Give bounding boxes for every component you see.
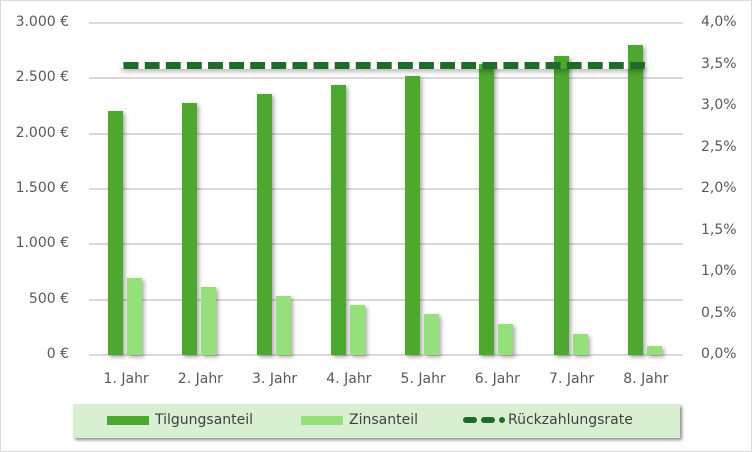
y2-axis-tick-label: 3,5% bbox=[701, 55, 737, 72]
legend-item-zinsanteil: Zinsanteil bbox=[301, 412, 418, 428]
gridline bbox=[89, 298, 683, 301]
legend-swatch-zins bbox=[301, 415, 343, 425]
y2-axis-tick-label: 0,5% bbox=[701, 304, 737, 321]
legend-label: Tilgungsanteil bbox=[155, 412, 254, 428]
legend-swatch-tilgung bbox=[107, 415, 149, 425]
y-axis-tick-label: 2.500 € bbox=[15, 69, 69, 86]
y2-axis-tick-label: 1,0% bbox=[701, 263, 737, 279]
bar-zinsanteil bbox=[424, 314, 440, 355]
bar-zinsanteil bbox=[572, 333, 588, 355]
x-axis-tick-label: 5. Jahr bbox=[400, 371, 446, 387]
bar-zinsanteil bbox=[646, 346, 662, 355]
bar-tilgungsanteil bbox=[405, 75, 421, 355]
gridline bbox=[89, 243, 683, 246]
x-axis-tick-label: 3. Jahr bbox=[252, 371, 298, 387]
y2-axis-tick-label: 2,5% bbox=[701, 138, 737, 155]
bar-zinsanteil bbox=[201, 287, 217, 355]
x-axis-tick-label: 8. Jahr bbox=[623, 371, 669, 387]
x-axis-tick-label: 1. Jahr bbox=[103, 371, 149, 387]
y2-axis-tick-label: 2,0% bbox=[701, 180, 737, 196]
y2-axis-tick-label: 0,0% bbox=[701, 346, 737, 362]
y-axis-tick-label: 1.500 € bbox=[15, 180, 69, 196]
legend-label: Rückzahlungsrate bbox=[508, 412, 633, 428]
bar-tilgungsanteil bbox=[330, 85, 346, 355]
y-axis-tick-label: 3.000 € bbox=[15, 14, 69, 30]
chart-legend: Tilgungsanteil Zinsanteil Rückzahlungsra… bbox=[73, 404, 680, 438]
y2-axis-tick-label: 4,0% bbox=[701, 14, 737, 30]
legend-item-tilgungsanteil: Tilgungsanteil bbox=[107, 412, 253, 428]
bar-tilgungsanteil bbox=[627, 45, 643, 355]
y-axis-tick-label: 0 € bbox=[46, 346, 69, 362]
bar-zinsanteil bbox=[127, 277, 143, 355]
bar-tilgungsanteil bbox=[479, 64, 495, 355]
y2-axis-tick-label: 3,0% bbox=[701, 97, 737, 113]
gridline bbox=[89, 188, 683, 190]
y-axis-tick-label: 1.000 € bbox=[15, 235, 69, 252]
bar-zinsanteil bbox=[498, 324, 514, 355]
bar-tilgungsanteil bbox=[182, 103, 198, 355]
bar-tilgungsanteil bbox=[108, 110, 124, 355]
gridline bbox=[89, 22, 683, 24]
x-axis-tick-label: 4. Jahr bbox=[326, 371, 372, 387]
bar-zinsanteil bbox=[275, 296, 291, 355]
legend-label: Zinsanteil bbox=[349, 412, 418, 428]
gridline bbox=[89, 77, 683, 80]
gridline bbox=[89, 354, 683, 356]
y2-axis-tick-label: 1,5% bbox=[701, 221, 737, 238]
legend-dash-swatch bbox=[463, 417, 505, 423]
bar-tilgungsanteil bbox=[553, 56, 569, 355]
y-axis-tick-label: 500 € bbox=[28, 290, 69, 307]
bar-zinsanteil bbox=[349, 304, 365, 355]
legend-item-rueckzahlungsrate: Rückzahlungsrate bbox=[463, 412, 633, 428]
gridline bbox=[89, 132, 683, 135]
bar-tilgungsanteil bbox=[256, 94, 272, 355]
x-axis-tick-label: 2. Jahr bbox=[177, 371, 223, 387]
line-rueckzahlungsrate bbox=[121, 61, 647, 69]
y-axis-tick-label: 2.000 € bbox=[15, 124, 69, 141]
x-axis-tick-label: 6. Jahr bbox=[474, 371, 520, 387]
x-axis-tick-label: 7. Jahr bbox=[549, 371, 595, 387]
